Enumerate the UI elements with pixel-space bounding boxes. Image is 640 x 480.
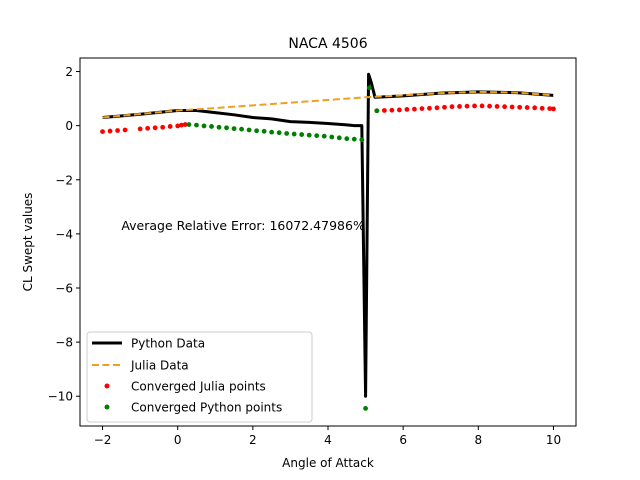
point-converged-julia-points bbox=[442, 104, 447, 110]
y-tick-label: 2 bbox=[65, 65, 73, 79]
point-converged-python-points bbox=[239, 126, 244, 132]
legend-swatch-converged-julia bbox=[104, 383, 110, 389]
x-axis-label: Angle of Attack bbox=[282, 456, 374, 470]
point-converged-python-points bbox=[254, 128, 260, 134]
point-converged-julia-points bbox=[182, 122, 188, 127]
x-tick-label: 10 bbox=[546, 433, 561, 447]
point-converged-julia-points bbox=[175, 123, 181, 129]
legend-label-julia-data: Julia Data bbox=[130, 359, 189, 373]
point-converged-julia-points bbox=[509, 104, 515, 110]
point-converged-julia-points bbox=[472, 103, 477, 109]
point-converged-julia-points bbox=[479, 103, 485, 109]
point-converged-python-points bbox=[321, 133, 327, 139]
x-tick-label: 2 bbox=[249, 433, 257, 447]
y-axis-label: CL Swept values bbox=[21, 193, 35, 292]
point-converged-python-points bbox=[231, 126, 237, 132]
series-line-julia-data bbox=[102, 90, 554, 119]
series-line-python-data bbox=[102, 72, 554, 398]
point-converged-python-points bbox=[276, 130, 282, 136]
point-converged-python-points bbox=[201, 123, 207, 129]
point-converged-python-points bbox=[209, 124, 214, 129]
point-converged-python-points bbox=[246, 127, 252, 133]
point-converged-julia-points bbox=[389, 107, 395, 113]
point-converged-julia-points bbox=[412, 106, 417, 112]
point-converged-python-points bbox=[366, 85, 372, 91]
point-converged-python-points bbox=[261, 128, 267, 134]
point-converged-julia-points bbox=[517, 104, 523, 110]
point-converged-julia-points bbox=[396, 107, 402, 113]
point-converged-julia-points bbox=[107, 128, 113, 134]
point-converged-julia-points bbox=[524, 105, 530, 110]
y-tick-label: 0 bbox=[65, 119, 73, 133]
y-axis: −10 −8 −6 −4 −2 0 2 bbox=[48, 65, 80, 404]
point-converged-python-points bbox=[284, 131, 290, 136]
y-tick-label: −2 bbox=[55, 173, 73, 187]
x-tick-label: 0 bbox=[174, 433, 182, 447]
point-converged-python-points bbox=[306, 132, 312, 138]
point-converged-julia-points bbox=[551, 106, 556, 112]
point-converged-python-points bbox=[351, 136, 357, 142]
point-converged-python-points bbox=[374, 108, 380, 114]
point-converged-julia-points bbox=[487, 103, 492, 109]
point-converged-python-points bbox=[299, 132, 305, 137]
point-converged-julia-points bbox=[494, 104, 500, 109]
point-converged-python-points bbox=[314, 133, 320, 139]
point-converged-julia-points bbox=[434, 105, 440, 111]
point-converged-python-points bbox=[336, 135, 342, 141]
legend-label-converged-python: Converged Python points bbox=[131, 401, 282, 415]
chart-title: NACA 4506 bbox=[288, 36, 367, 52]
series-layer bbox=[100, 72, 556, 411]
x-tick-label: −2 bbox=[94, 433, 112, 447]
y-tick-label: −6 bbox=[55, 282, 73, 296]
point-converged-julia-points bbox=[404, 107, 410, 112]
point-converged-julia-points bbox=[100, 129, 105, 135]
point-converged-python-points bbox=[359, 137, 365, 143]
point-converged-python-points bbox=[363, 406, 368, 411]
point-converged-julia-points bbox=[547, 106, 553, 111]
point-converged-python-points bbox=[291, 131, 297, 137]
point-converged-julia-points bbox=[457, 104, 462, 109]
point-converged-python-points bbox=[186, 122, 192, 127]
y-tick-label: −8 bbox=[55, 336, 73, 350]
point-converged-python-points bbox=[344, 136, 350, 142]
x-tick-label: 4 bbox=[324, 433, 332, 447]
legend: Python Data Julia Data Converged Julia p… bbox=[86, 331, 313, 423]
legend-swatch-converged-python bbox=[104, 404, 110, 410]
y-tick-label: −10 bbox=[48, 390, 73, 404]
point-converged-python-points bbox=[329, 134, 335, 140]
point-converged-julia-points bbox=[160, 124, 166, 130]
point-converged-julia-points bbox=[122, 127, 128, 133]
point-converged-python-points bbox=[194, 122, 199, 128]
point-converged-python-points bbox=[269, 129, 275, 135]
x-tick-label: 8 bbox=[474, 433, 482, 447]
y-tick-label: −4 bbox=[55, 227, 73, 241]
point-converged-julia-points bbox=[115, 128, 120, 133]
x-axis: −2 0 2 4 6 8 10 bbox=[94, 426, 561, 447]
point-converged-julia-points bbox=[502, 104, 508, 110]
point-converged-julia-points bbox=[449, 104, 455, 110]
point-converged-julia-points bbox=[427, 105, 432, 111]
point-converged-julia-points bbox=[167, 124, 173, 129]
point-converged-julia-points bbox=[539, 105, 545, 111]
point-converged-julia-points bbox=[464, 103, 470, 109]
point-converged-julia-points bbox=[381, 108, 387, 113]
point-converged-julia-points bbox=[532, 105, 538, 111]
average-error-annotation: Average Relative Error: 16072.47986% bbox=[121, 218, 365, 233]
point-converged-julia-points bbox=[137, 126, 143, 132]
x-tick-label: 6 bbox=[399, 433, 407, 447]
point-converged-julia-points bbox=[419, 106, 425, 111]
legend-label-python-data: Python Data bbox=[131, 337, 205, 351]
legend-box bbox=[86, 331, 313, 423]
legend-label-converged-julia: Converged Julia points bbox=[131, 380, 266, 394]
point-converged-python-points bbox=[224, 125, 229, 131]
point-converged-julia-points bbox=[145, 125, 151, 131]
point-converged-julia-points bbox=[152, 125, 158, 131]
point-converged-julia-points bbox=[179, 122, 184, 128]
point-converged-python-points bbox=[216, 124, 222, 130]
